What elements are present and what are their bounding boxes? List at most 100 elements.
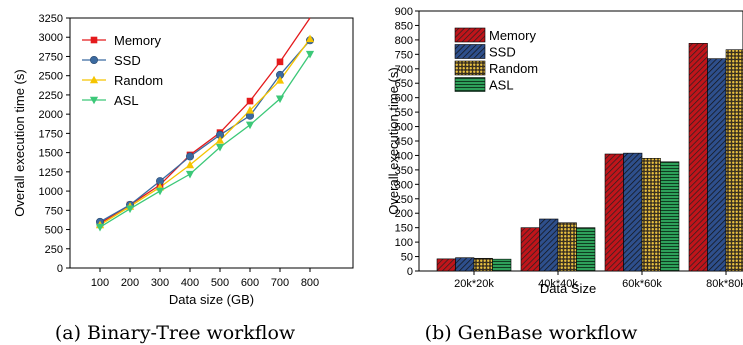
data-point-memory — [276, 58, 284, 66]
x-tick-label-a: 100 — [91, 277, 109, 289]
bar-ssd-60k-60k — [623, 152, 643, 272]
y-tick-label-b: 350 — [395, 165, 413, 177]
data-point-asl — [305, 50, 315, 59]
y-tick-label-b: 450 — [395, 136, 413, 148]
y-tick-label-a: 2000 — [39, 109, 63, 121]
y-axis-label-a: Overall execution time (s) — [12, 69, 27, 216]
data-point-asl — [275, 95, 285, 104]
bar-ssd-20k-20k — [455, 257, 475, 272]
data-point-random — [305, 34, 315, 43]
y-tick-label-a: 3000 — [39, 32, 63, 44]
legend-label-asl: ASL — [489, 78, 514, 93]
y-tick-label-a: 500 — [45, 225, 63, 237]
data-point-asl — [245, 121, 255, 130]
y-tick-label-a: 750 — [45, 205, 63, 217]
legend-swatch-random — [454, 60, 486, 76]
y-tick-label-a: 0 — [57, 263, 63, 275]
y-tick-label-b: 150 — [395, 223, 413, 235]
bar-memory-60k-60k — [604, 153, 624, 272]
y-tick-label-a: 2500 — [39, 71, 63, 83]
data-point-random — [185, 160, 195, 169]
plot-frame-a — [69, 17, 354, 269]
y-tick-label-b: 500 — [395, 122, 413, 134]
data-point-asl — [155, 187, 165, 196]
bar-random-40k-40k — [557, 222, 577, 272]
legend-swatch-asl — [454, 77, 486, 92]
y-tick-label-a: 1750 — [39, 128, 63, 140]
bar-random-20k-20k — [473, 257, 493, 272]
y-tick-label-a: 2750 — [39, 51, 63, 63]
y-tick-label-b: 850 — [395, 20, 413, 32]
data-point-random — [215, 136, 225, 144]
data-point-random — [245, 106, 255, 114]
bar-random-60k-60k — [641, 158, 661, 272]
legend-marker-random — [89, 75, 99, 84]
legend-marker-asl — [89, 96, 99, 105]
bar-asl-20k-20k — [492, 258, 512, 272]
data-point-asl — [95, 223, 105, 232]
x-axis-label-b: Data Size — [540, 281, 596, 296]
legend-swatch-ssd — [454, 44, 486, 59]
x-tick-label-a: 300 — [151, 277, 169, 289]
series-line-memory — [99, 17, 311, 224]
caption-a: (a) Binary-Tree workflow — [55, 322, 296, 344]
y-tick-label-b: 750 — [395, 49, 413, 61]
legend-label-asl: ASL — [114, 93, 139, 108]
legend-marker-ssd — [90, 55, 99, 64]
legend-label-random: Random — [489, 61, 538, 76]
y-tick-label-b: 250 — [395, 194, 413, 206]
y-tick-label-b: 400 — [395, 150, 413, 162]
legend-label-ssd: SSD — [114, 53, 141, 68]
legend-swatch-memory — [454, 27, 486, 43]
legend-label-memory: Memory — [489, 28, 536, 43]
x-tick-label-a: 200 — [121, 277, 139, 289]
y-tick-label-b: 650 — [395, 78, 413, 90]
x-tick-label-a: 400 — [181, 277, 199, 289]
y-tick-label-b: 600 — [395, 93, 413, 105]
y-tick-label-a: 1250 — [39, 167, 63, 179]
series-line-ssd — [99, 39, 311, 223]
y-tick-label-b: 550 — [395, 107, 413, 119]
y-tick-label-b: 800 — [395, 35, 413, 47]
data-point-asl — [185, 170, 195, 179]
legend-label-random: Random — [114, 73, 163, 88]
line-chart-binary-tree: 0 250 500 750 1000 1250 1500 1750 2000 2250 2500 27… — [12, 13, 354, 307]
y-tick-label-b: 700 — [395, 64, 413, 76]
y-tick-label-a: 3250 — [39, 13, 63, 25]
x-tick-label-a: 500 — [211, 277, 229, 289]
x-tick-label-b: 20k*20k — [454, 278, 494, 290]
data-point-memory — [246, 97, 254, 105]
bar-memory-40k-40k — [520, 227, 540, 272]
bar-chart-genbase: 0 50 100 150 200 250 300 350 400 450 500 550 600 650 7… — [386, 6, 743, 296]
legend-label-memory: Memory — [114, 33, 161, 48]
y-tick-label-a: 2250 — [39, 90, 63, 102]
data-point-random — [275, 76, 285, 84]
y-tick-label-a: 1500 — [39, 148, 63, 160]
y-axis-label-b: Overall execution time (s) — [386, 67, 401, 214]
y-tick-label-b: 100 — [395, 237, 413, 249]
bar-ssd-80k-80k — [707, 58, 727, 272]
series-line-random — [99, 38, 311, 226]
legend-marker-memory — [90, 36, 98, 44]
x-tick-label-a: 700 — [271, 277, 289, 289]
y-tick-label-b: 200 — [395, 208, 413, 220]
caption-b: (b) GenBase workflow — [425, 322, 638, 344]
x-tick-label-b: 80k*80k — [706, 278, 743, 290]
bar-ssd-40k-40k — [539, 218, 559, 272]
legend-label-ssd: SSD — [489, 45, 516, 60]
data-point-ssd — [186, 152, 195, 161]
y-tick-label-b: 300 — [395, 179, 413, 191]
bar-asl-60k-60k — [660, 161, 680, 272]
series-line-asl — [99, 53, 311, 228]
y-tick-label-a: 250 — [45, 244, 63, 256]
y-tick-label-a: 1000 — [39, 186, 63, 198]
y-tick-label-b: 50 — [401, 252, 413, 264]
x-tick-label-a: 600 — [241, 277, 259, 289]
bar-asl-40k-40k — [576, 227, 596, 272]
data-point-asl — [215, 143, 225, 152]
y-tick-label-b: 900 — [395, 6, 413, 18]
x-axis-label-a: Data size (GB) — [169, 292, 254, 307]
x-tick-label-a: 800 — [301, 277, 319, 289]
bar-memory-20k-20k — [436, 258, 456, 272]
